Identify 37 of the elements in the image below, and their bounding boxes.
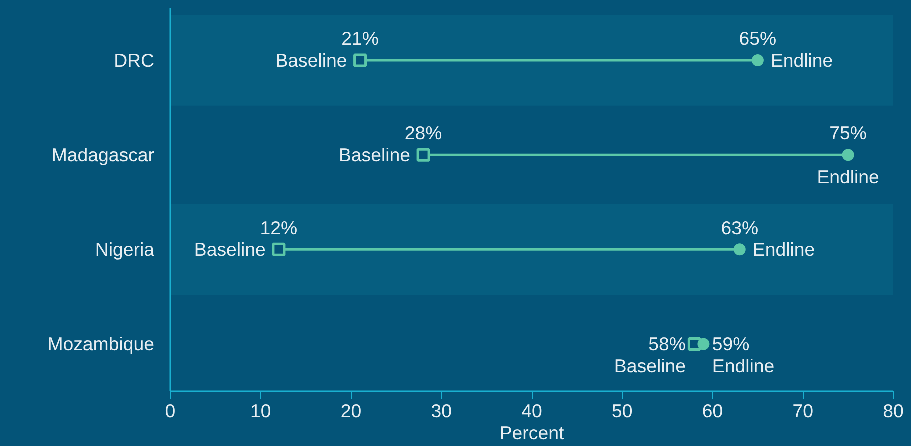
point (734, 244, 746, 256)
data-label: 58% (648, 334, 686, 355)
x-axis-title: Percent (500, 422, 565, 444)
point (272, 242, 286, 256)
text: Baseline (338, 144, 411, 166)
y-tick-label: Madagascar (52, 144, 155, 166)
point (354, 54, 368, 68)
point (842, 149, 854, 162)
y-tick-label: DRC (114, 50, 155, 72)
y-tick-label: Nigeria (95, 239, 156, 260)
text: Endline (752, 239, 816, 260)
text: Endline (817, 166, 880, 188)
data-label: 28% (404, 122, 442, 144)
series-label: Baseline (614, 356, 686, 377)
data-label: 65% (739, 28, 777, 50)
data-label: 59% (712, 334, 750, 355)
x-tick-label: 40 (522, 400, 542, 422)
data-label: 63% (721, 217, 759, 238)
text: Baseline (194, 239, 266, 260)
point (752, 54, 764, 66)
x-tick-label: 70 (792, 400, 814, 422)
point (416, 148, 430, 162)
x-tick-label: 0 (165, 400, 176, 422)
x-tick-label: 30 (431, 400, 452, 422)
x-tick-label: 20 (340, 400, 362, 422)
text: Baseline (276, 50, 348, 72)
x-tick-label: 60 (702, 400, 724, 422)
point (698, 338, 710, 350)
x-tick-label: 10 (250, 400, 272, 422)
data-label: 75% (830, 122, 867, 144)
x-tick-label: 50 (612, 400, 633, 422)
x-tick-label: 80 (883, 400, 904, 422)
text: Endline (712, 356, 775, 377)
series-label: Endline (770, 50, 834, 72)
data-label: 21% (342, 28, 379, 50)
y-tick-label: Mozambique (48, 334, 155, 355)
data-label: 12% (260, 217, 298, 238)
